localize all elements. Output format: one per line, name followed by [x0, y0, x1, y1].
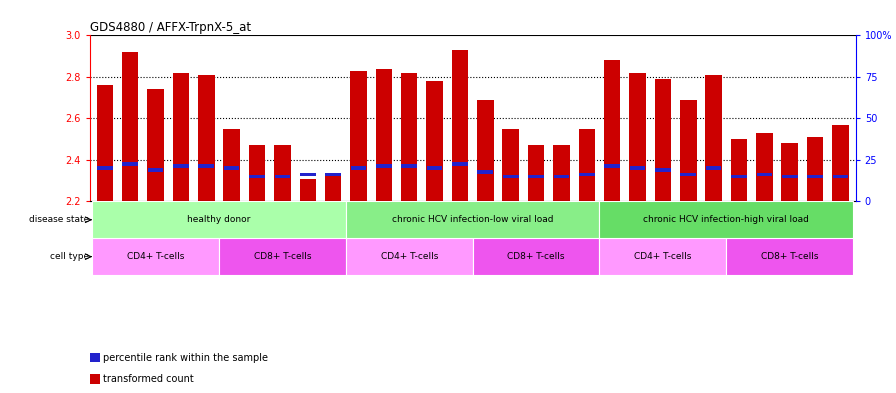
- Bar: [148, 168, 163, 172]
- Bar: [122, 52, 138, 201]
- Bar: [346, 238, 473, 275]
- Bar: [92, 201, 346, 238]
- Bar: [655, 168, 671, 172]
- Bar: [274, 174, 290, 178]
- Bar: [503, 174, 519, 178]
- Bar: [781, 143, 798, 201]
- Bar: [756, 133, 772, 201]
- Text: cell type: cell type: [50, 252, 90, 261]
- Bar: [477, 100, 494, 201]
- Bar: [426, 81, 443, 201]
- Text: CD4+ T-cells: CD4+ T-cells: [381, 252, 438, 261]
- Bar: [604, 60, 620, 201]
- Text: percentile rank within the sample: percentile rank within the sample: [103, 353, 268, 363]
- Bar: [630, 166, 645, 170]
- Text: CD4+ T-cells: CD4+ T-cells: [634, 252, 692, 261]
- Bar: [579, 129, 595, 201]
- Bar: [756, 173, 772, 176]
- Text: chronic HCV infection-low viral load: chronic HCV infection-low viral load: [392, 215, 554, 224]
- Bar: [346, 201, 599, 238]
- Bar: [629, 73, 646, 201]
- Text: healthy donor: healthy donor: [187, 215, 251, 224]
- Text: CD8+ T-cells: CD8+ T-cells: [761, 252, 818, 261]
- Bar: [249, 174, 265, 178]
- Bar: [452, 50, 469, 201]
- Text: transformed count: transformed count: [103, 374, 194, 384]
- Bar: [299, 178, 316, 201]
- Bar: [401, 164, 417, 168]
- Bar: [426, 166, 443, 170]
- Bar: [249, 145, 265, 201]
- Bar: [350, 166, 366, 170]
- Bar: [655, 79, 671, 201]
- Bar: [705, 75, 722, 201]
- Bar: [325, 174, 341, 201]
- Bar: [599, 238, 727, 275]
- Bar: [223, 129, 240, 201]
- Bar: [807, 137, 823, 201]
- Text: chronic HCV infection-high viral load: chronic HCV infection-high viral load: [643, 215, 809, 224]
- Bar: [325, 173, 341, 176]
- Bar: [123, 162, 138, 166]
- Bar: [529, 174, 544, 178]
- Bar: [579, 173, 595, 176]
- Text: CD8+ T-cells: CD8+ T-cells: [254, 252, 311, 261]
- Bar: [554, 174, 569, 178]
- Bar: [198, 75, 214, 201]
- Bar: [452, 162, 468, 166]
- Bar: [731, 174, 747, 178]
- Bar: [727, 238, 853, 275]
- Bar: [350, 71, 366, 201]
- Text: CD8+ T-cells: CD8+ T-cells: [507, 252, 564, 261]
- Bar: [706, 166, 721, 170]
- Bar: [173, 73, 189, 201]
- Bar: [782, 174, 797, 178]
- Bar: [97, 85, 113, 201]
- Bar: [473, 238, 599, 275]
- Bar: [528, 145, 544, 201]
- Bar: [376, 164, 392, 168]
- Bar: [832, 174, 849, 178]
- Bar: [274, 145, 290, 201]
- Bar: [401, 73, 418, 201]
- Bar: [478, 171, 493, 174]
- Text: GDS4880 / AFFX-TrpnX-5_at: GDS4880 / AFFX-TrpnX-5_at: [90, 21, 251, 34]
- Bar: [92, 238, 219, 275]
- Bar: [97, 166, 113, 170]
- Bar: [198, 164, 214, 168]
- Bar: [300, 173, 315, 176]
- Bar: [375, 68, 392, 201]
- Bar: [604, 164, 620, 168]
- Bar: [147, 89, 164, 201]
- Text: CD4+ T-cells: CD4+ T-cells: [127, 252, 185, 261]
- Text: disease state: disease state: [30, 215, 90, 224]
- Bar: [599, 201, 853, 238]
- Bar: [224, 166, 239, 170]
- Bar: [807, 174, 823, 178]
- Bar: [680, 173, 696, 176]
- Bar: [219, 238, 346, 275]
- Bar: [680, 100, 696, 201]
- Bar: [503, 129, 519, 201]
- Bar: [832, 125, 849, 201]
- Bar: [731, 139, 747, 201]
- Bar: [173, 164, 189, 168]
- Bar: [553, 145, 570, 201]
